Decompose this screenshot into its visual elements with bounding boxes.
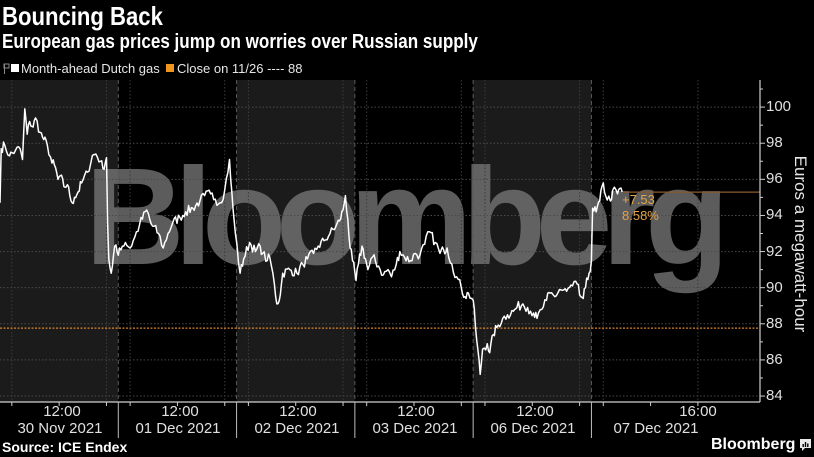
change-annotation: +7.53 bbox=[622, 192, 655, 207]
x-tick-date: 06 Dec 2021 bbox=[490, 420, 576, 437]
session-band bbox=[591, 80, 760, 402]
session-band bbox=[0, 80, 119, 402]
x-tick-date: 03 Dec 2021 bbox=[372, 420, 458, 437]
percent-annotation: 8.58% bbox=[622, 208, 659, 223]
x-tick-date: 01 Dec 2021 bbox=[135, 420, 221, 437]
x-tick-time: 12:00 bbox=[516, 403, 554, 420]
y-tick-label: 92 bbox=[766, 243, 783, 260]
legend-swatch-close bbox=[166, 64, 174, 72]
y-tick-label: 84 bbox=[766, 387, 783, 404]
legend-swatch-gas bbox=[11, 64, 19, 72]
session-band bbox=[236, 80, 355, 402]
chart-title: Bouncing Back bbox=[2, 1, 163, 31]
x-tick-time: 12:00 bbox=[161, 403, 199, 420]
chart-subtitle: European gas prices jump on worries over… bbox=[2, 31, 478, 53]
legend-flag-icon bbox=[3, 63, 10, 74]
source-note: Source: ICE Endex bbox=[2, 439, 128, 455]
bloomberg-logo-text: Bloomberg bbox=[711, 436, 796, 453]
gas-price-line bbox=[0, 108, 623, 376]
x-tick-time: 12:00 bbox=[43, 403, 81, 420]
session-band bbox=[118, 80, 237, 402]
y-tick-label: 100 bbox=[766, 98, 792, 115]
x-tick-time: 16:00 bbox=[679, 403, 717, 420]
x-tick-time: 12:00 bbox=[397, 403, 435, 420]
y-tick-label: 90 bbox=[766, 279, 783, 296]
x-tick-date: 02 Dec 2021 bbox=[254, 420, 340, 437]
session-band bbox=[473, 80, 592, 402]
session-band bbox=[354, 80, 474, 402]
x-tick-date: 30 Nov 2021 bbox=[17, 420, 103, 437]
legend-label-close: Close on 11/26 ---- 88 bbox=[177, 61, 303, 76]
legend-label-gas: Month-ahead Dutch gas bbox=[21, 61, 160, 76]
y-tick-label: 96 bbox=[766, 170, 783, 187]
y-tick-label: 86 bbox=[766, 351, 783, 368]
y-axis-title: Euros a megawatt-hour bbox=[791, 155, 810, 333]
bloomberg-chart-icon bbox=[800, 439, 811, 451]
y-tick-label: 98 bbox=[766, 134, 783, 151]
y-tick-label: 94 bbox=[766, 206, 783, 223]
x-tick-time: 12:00 bbox=[279, 403, 317, 420]
x-tick-date: 07 Dec 2021 bbox=[613, 420, 699, 437]
y-tick-label: 88 bbox=[766, 315, 783, 332]
